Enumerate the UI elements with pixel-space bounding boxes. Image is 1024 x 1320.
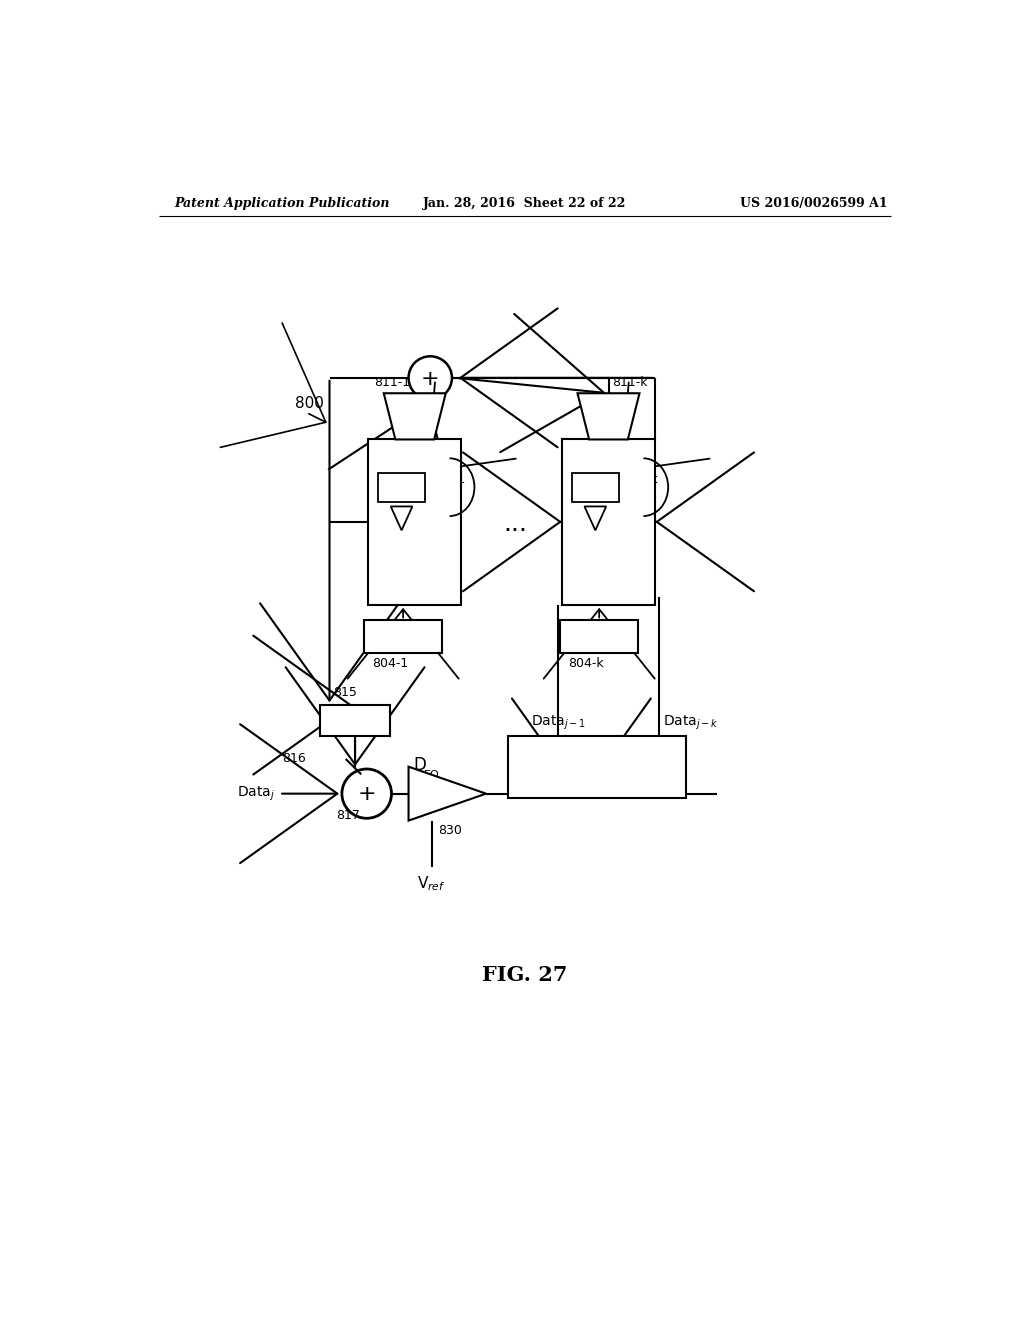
Text: 817: 817 — [336, 809, 359, 822]
Bar — [378, 473, 425, 502]
Text: +1: +1 — [391, 480, 412, 494]
Text: 815: 815 — [334, 686, 357, 700]
Bar — [365, 620, 442, 653]
Text: 811-1: 811-1 — [375, 376, 411, 389]
Text: 804-k: 804-k — [568, 656, 604, 669]
Text: FIG. 27: FIG. 27 — [482, 965, 567, 985]
Text: 800: 800 — [295, 396, 324, 411]
Text: V$_{ref}$: V$_{ref}$ — [418, 874, 446, 894]
Text: Ck: Ck — [564, 627, 584, 642]
Text: DAC: DAC — [339, 713, 372, 729]
Text: ...: ... — [504, 512, 527, 536]
Text: D: D — [414, 756, 426, 775]
Text: 811-k: 811-k — [612, 376, 648, 389]
Polygon shape — [578, 393, 640, 440]
Text: 804-1: 804-1 — [372, 656, 409, 669]
Text: +: + — [421, 368, 439, 388]
Text: 809-1: 809-1 — [429, 473, 465, 486]
Text: EQ: EQ — [388, 635, 403, 645]
Polygon shape — [409, 767, 486, 821]
Text: 809-k: 809-k — [623, 473, 658, 486]
Bar — [508, 737, 686, 797]
Text: −: − — [415, 797, 426, 812]
Polygon shape — [391, 507, 413, 531]
Bar — [369, 440, 461, 605]
Text: Data$_{j-1}$: Data$_{j-1}$ — [530, 714, 586, 733]
Text: 830: 830 — [438, 825, 462, 837]
Text: Data$_{j-k}$: Data$_{j-k}$ — [663, 714, 719, 733]
Text: EQ: EQ — [584, 635, 599, 645]
Polygon shape — [384, 393, 445, 440]
Text: US 2016/0026599 A1: US 2016/0026599 A1 — [740, 197, 888, 210]
Text: 705: 705 — [638, 767, 665, 781]
Text: Data History: Data History — [526, 751, 613, 764]
Bar — [560, 620, 638, 653]
Text: +: + — [415, 777, 426, 791]
Bar — [321, 705, 390, 737]
Text: Patent Application Publication: Patent Application Publication — [174, 197, 390, 210]
Bar — [572, 473, 618, 502]
Text: 816: 816 — [283, 752, 306, 766]
Text: Data$_j$: Data$_j$ — [238, 784, 275, 803]
Text: +: + — [357, 784, 376, 804]
Text: +1: +1 — [585, 480, 605, 494]
Text: EQ: EQ — [424, 770, 439, 780]
Text: Jan. 28, 2016  Sheet 22 of 22: Jan. 28, 2016 Sheet 22 of 22 — [423, 197, 627, 210]
Polygon shape — [585, 507, 606, 531]
Text: C1: C1 — [368, 627, 388, 642]
Bar — [562, 440, 655, 605]
Text: Generator: Generator — [535, 767, 605, 781]
